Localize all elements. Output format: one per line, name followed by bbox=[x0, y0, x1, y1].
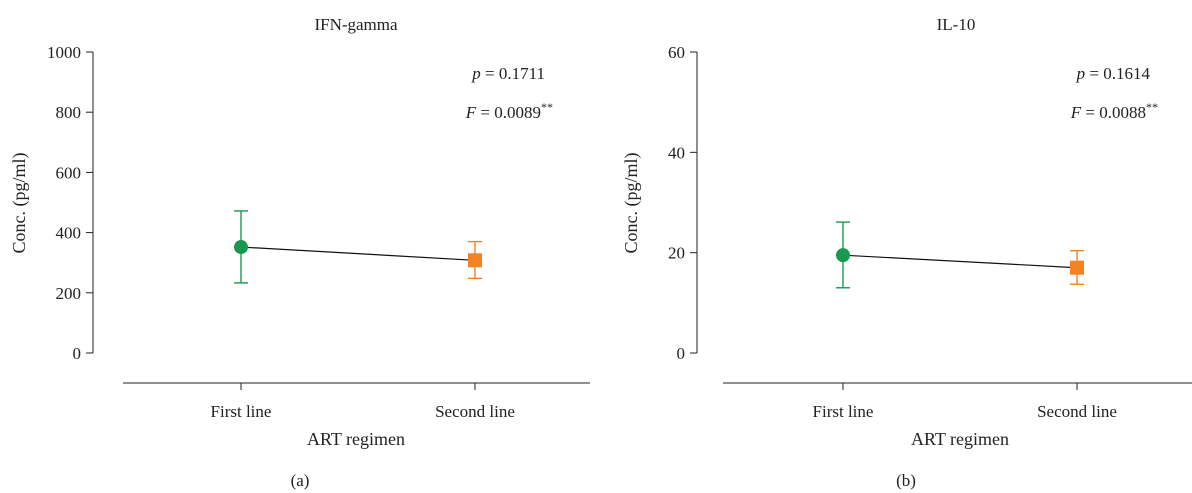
p-value: = 0.1614 bbox=[1085, 64, 1150, 83]
p-value-annotation: p = 0.1614 bbox=[1076, 64, 1151, 83]
data-marks bbox=[836, 221, 1084, 289]
y-tick-label: 0 bbox=[677, 344, 686, 363]
mean-marker-circle bbox=[234, 240, 248, 255]
y-tick-label: 0 bbox=[73, 344, 82, 363]
p-value-annotation: p = 0.1711 bbox=[471, 64, 545, 83]
x-tick-label: Second line bbox=[1037, 402, 1117, 421]
y-tick-label: 200 bbox=[56, 284, 82, 303]
p-value: = 0.1711 bbox=[481, 64, 545, 83]
y-tick-label: 20 bbox=[668, 244, 685, 263]
y-tick-label: 60 bbox=[668, 43, 685, 62]
mean-marker-circle bbox=[836, 248, 850, 263]
y-axis: 0 20 40 60 bbox=[668, 43, 698, 363]
x-axis-title: ART regimen bbox=[307, 429, 405, 449]
y-tick-label: 600 bbox=[56, 163, 82, 182]
chart-title: IL-10 bbox=[937, 15, 976, 34]
y-axis: 0 200 400 600 800 1000 bbox=[47, 43, 94, 363]
f-symbol: F bbox=[465, 103, 477, 122]
panel-label: (a) bbox=[291, 471, 310, 490]
y-tick-label: 1000 bbox=[47, 43, 81, 62]
y-axis-title: Conc. (pg/ml) bbox=[621, 153, 642, 254]
chart-title: IFN-gamma bbox=[314, 15, 398, 34]
x-tick-label: First line bbox=[211, 402, 272, 421]
x-axis: First line Second line bbox=[123, 382, 590, 421]
f-value-annotation: F = 0.0089** bbox=[465, 100, 553, 122]
x-axis: First line Second line bbox=[723, 382, 1192, 421]
y-axis-title: Conc. (pg/ml) bbox=[9, 153, 30, 254]
panel-a: IFN-gamma 0 200 400 600 800 1000 First line Se… bbox=[9, 15, 590, 490]
f-significance: ** bbox=[1146, 100, 1158, 114]
f-value: = 0.0089 bbox=[476, 103, 541, 122]
x-tick-label: First line bbox=[813, 402, 874, 421]
mean-marker-square bbox=[468, 253, 482, 268]
connecting-line bbox=[842, 254, 1078, 269]
f-value: = 0.0088 bbox=[1081, 103, 1146, 122]
f-value-annotation: F = 0.0088** bbox=[1070, 100, 1158, 122]
y-tick-label: 800 bbox=[56, 103, 82, 122]
y-tick-label: 400 bbox=[56, 224, 82, 243]
connecting-line bbox=[240, 246, 476, 261]
panel-b: IL-10 0 20 40 60 First line Second line Conc… bbox=[621, 15, 1192, 490]
p-symbol: p bbox=[471, 64, 481, 83]
y-tick-label: 40 bbox=[668, 143, 685, 162]
f-significance: ** bbox=[541, 100, 553, 114]
x-tick-label: Second line bbox=[435, 402, 515, 421]
panel-label: (b) bbox=[896, 471, 916, 490]
x-axis-title: ART regimen bbox=[911, 429, 1009, 449]
f-symbol: F bbox=[1070, 103, 1082, 122]
mean-marker-square bbox=[1070, 260, 1084, 275]
p-symbol: p bbox=[1076, 64, 1086, 83]
data-marks bbox=[234, 210, 482, 284]
